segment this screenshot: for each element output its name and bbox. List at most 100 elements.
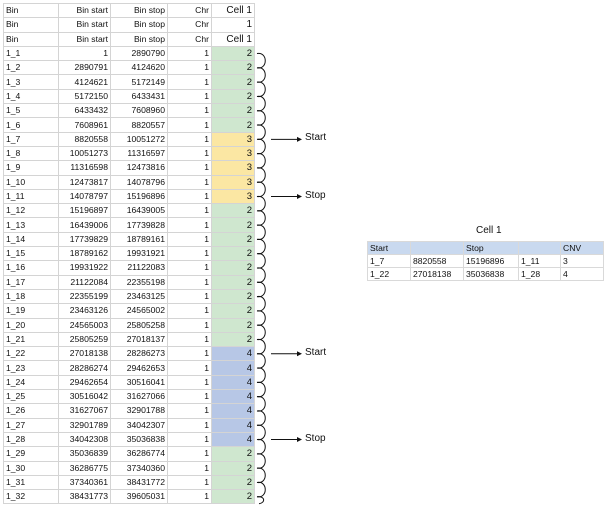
cell-bin-start[interactable]: 16439006	[58, 217, 111, 233]
connector-curl	[256, 410, 266, 426]
summary-cell: 1_22	[367, 267, 411, 281]
table-row: 1_18 22355199 23463125 1 2	[3, 288, 255, 305]
cell-chr[interactable]: 1	[167, 145, 212, 162]
header-cell-bin-start[interactable]: Bin start	[58, 17, 111, 33]
connector-curl	[256, 296, 266, 312]
connector-curl	[256, 95, 266, 112]
arrowhead-icon	[297, 437, 302, 443]
connector-curl	[256, 138, 266, 155]
connector-curl	[256, 353, 266, 369]
summary-header-cell	[518, 241, 561, 255]
header-cell-chr[interactable]: Chr	[167, 2, 212, 19]
cell-bin-start[interactable]: 14078797	[58, 188, 111, 205]
cell-cnv[interactable]: 4	[211, 431, 255, 448]
cell-bin-start[interactable]: 11316598	[58, 160, 111, 176]
cell-cnv[interactable]: 2	[211, 274, 255, 290]
table-row: 1_13 16439006 17739828 1 2	[3, 217, 255, 233]
connector-curl	[256, 238, 266, 255]
cell-cnv[interactable]: 2	[211, 303, 255, 319]
connector-curl	[256, 196, 266, 212]
header-cell-bin-stop[interactable]: Bin stop	[110, 2, 168, 19]
header-cell-cnv[interactable]: Cell 1	[211, 2, 255, 19]
summary-header-cell	[410, 241, 464, 255]
cell-chr[interactable]: 1	[167, 188, 212, 205]
summary-header-cell: CNV	[560, 241, 604, 255]
cell-cnv[interactable]: 2	[211, 203, 255, 219]
cell-cnv[interactable]: 4	[211, 403, 255, 419]
cell-cnv[interactable]: 2	[211, 460, 255, 476]
summary-header-cell: Stop	[463, 241, 519, 255]
cell-cnv[interactable]: 2	[211, 74, 255, 90]
cell-cnv[interactable]: 2	[211, 260, 255, 276]
table-row: 1_4 5172150 6433431 1 2	[3, 88, 255, 105]
header-cell-bin[interactable]: Bin	[3, 17, 59, 33]
cell-bin[interactable]: 1_32	[3, 489, 59, 505]
cell-cnv[interactable]: 4	[211, 360, 255, 376]
cell-bin-stop[interactable]: 12473816	[110, 160, 168, 176]
cell-chr[interactable]: 1	[167, 174, 212, 190]
table-row: 1_17 21122084 22355198 1 2	[3, 274, 255, 290]
table-row: 1_7 8820558 10051272 1 3	[3, 131, 255, 147]
cell-cnv[interactable]: 3	[211, 188, 255, 205]
connector-curl	[256, 81, 266, 97]
connector-curl	[256, 367, 266, 383]
annotation-label-stop: Stop	[305, 189, 326, 201]
summary-cell: 8820558	[410, 254, 464, 268]
cell-cnv[interactable]: 4	[211, 374, 255, 391]
connector-curl	[256, 396, 266, 412]
cell-cnv[interactable]: 3	[211, 174, 255, 190]
cell-cnv[interactable]: 3	[211, 145, 255, 162]
cell-cnv[interactable]: 2	[211, 489, 255, 505]
header-cell-bin-stop[interactable]: Bin stop	[110, 17, 168, 33]
cell-bin-stop[interactable]: 10051272	[110, 131, 168, 147]
summary-row: 1_7 8820558 15196896 1_11 3	[367, 254, 604, 268]
cell-chr[interactable]: 1	[167, 489, 212, 505]
cell-cnv[interactable]: 2	[211, 446, 255, 462]
header-cell-cnv[interactable]: 1	[211, 17, 255, 33]
annotation-label-start: Start	[305, 132, 327, 144]
cell-bin-start[interactable]: 7608961	[58, 117, 111, 133]
connector-curl	[256, 481, 266, 498]
cell-cnv[interactable]: 4	[211, 389, 255, 405]
table-row: 1_9 11316598 12473816 1 3	[3, 160, 255, 176]
summary-cell: 27018138	[410, 267, 464, 281]
cell-bin[interactable]: 1_11	[3, 188, 59, 205]
table-row: 1_27 32901789 34042307 1 4	[3, 417, 255, 433]
cell-chr[interactable]: 1	[167, 231, 212, 248]
summary-cell: 1_7	[367, 254, 411, 268]
table-row: 1_12 15196897 16439005 1 2	[3, 203, 255, 219]
table-row: 1_14 17739829 18789161 1 2	[3, 231, 255, 248]
header-cell-bin-start[interactable]: Bin start	[58, 2, 111, 19]
summary-cell: 35036838	[463, 267, 519, 281]
summary-cell: 1_11	[518, 254, 561, 268]
cell-cnv[interactable]: 2	[211, 288, 255, 305]
summary-header-row: Start Stop CNV	[367, 241, 604, 255]
cell-bin[interactable]: 1_13	[3, 217, 59, 233]
cell-bin-stop[interactable]: 8820557	[110, 117, 168, 133]
cell-cnv[interactable]: 3	[211, 131, 255, 147]
cell-cnv[interactable]: 3	[211, 160, 255, 176]
connector-curl	[256, 253, 266, 269]
cell-cnv[interactable]: 2	[211, 117, 255, 133]
connector-curl	[256, 467, 266, 483]
header-cell-bin[interactable]: Bin	[3, 2, 59, 19]
table-row: 1_10 12473817 14078796 1 3	[3, 174, 255, 190]
arrowhead-icon	[297, 351, 302, 357]
table-row: 1_32 38431773 39605031 1 2	[3, 489, 255, 505]
cell-cnv[interactable]: 2	[211, 217, 255, 233]
cell-cnv[interactable]: 2	[211, 103, 255, 119]
connector-curl	[256, 167, 266, 183]
table-row: 1_30 36286775 37340360 1 2	[3, 460, 255, 476]
table-row: 1_11 14078797 15196896 1 3	[3, 188, 255, 205]
summary-table: Start Stop CNV 1_7 8820558 15196896 1_11 3 1_22 2…	[367, 241, 604, 281]
table-row: 1_25 30516042 31627066 1 4	[3, 389, 255, 405]
cell-cnv[interactable]: 2	[211, 231, 255, 248]
cell-bin-stop[interactable]: 16439005	[110, 203, 168, 219]
connector-curl	[256, 453, 266, 469]
table-row: 1_16 19931922 21122083 1 2	[3, 260, 255, 276]
cell-bin-start[interactable]: 15196897	[58, 203, 111, 219]
connector-curl	[256, 181, 266, 198]
cell-cnv[interactable]: 2	[211, 45, 255, 62]
cell-cnv[interactable]: 2	[211, 88, 255, 105]
cell-bin-stop[interactable]: 17739828	[110, 217, 168, 233]
